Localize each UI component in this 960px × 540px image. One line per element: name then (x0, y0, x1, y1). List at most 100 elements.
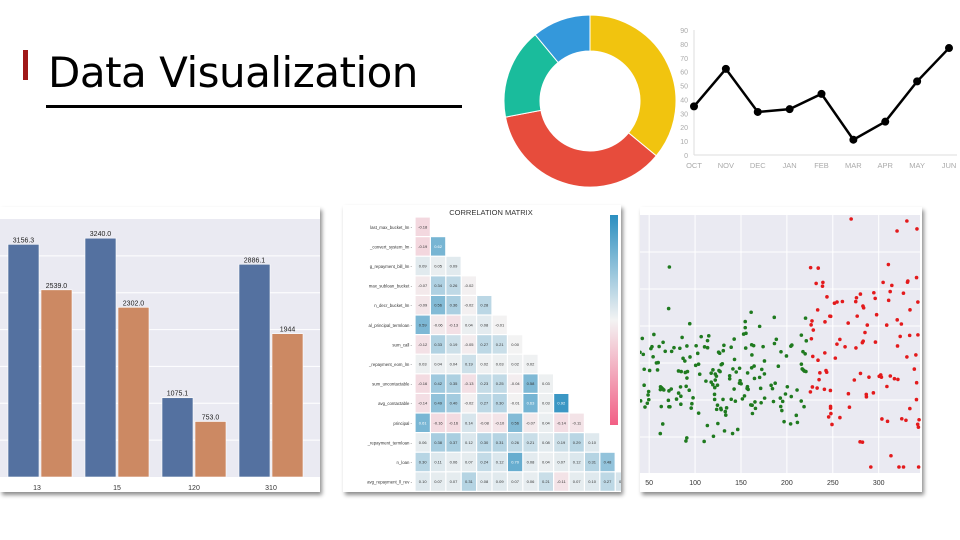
heatmap-row-label: max_subloan_bucket - (369, 284, 413, 289)
svg-text:-0.13: -0.13 (464, 381, 474, 386)
scatter-point (889, 453, 893, 458)
heatmap-cell (461, 354, 476, 374)
heatmap-cell (523, 413, 538, 432)
scatter-point (646, 397, 651, 402)
heatmap-cell (508, 335, 523, 354)
heatmap-cell (538, 374, 553, 393)
svg-text:0.08: 0.08 (480, 322, 489, 327)
x-tick-label: APR (878, 161, 894, 170)
scatter-point (721, 397, 725, 402)
scatter-point (642, 367, 647, 372)
x-tick-label: 15 (113, 485, 121, 492)
scatter-point (751, 343, 756, 348)
scatter-point (886, 262, 891, 267)
scatter-point (757, 375, 762, 380)
heatmap-cell (431, 413, 446, 432)
heatmap-row-label: _repayment_termloan - (367, 440, 413, 445)
svg-text:0.09: 0.09 (450, 264, 459, 269)
svg-text:0.10: 0.10 (588, 440, 597, 445)
scatter-point (752, 376, 757, 381)
scatter-point (762, 396, 767, 400)
scatter-point (825, 295, 829, 299)
x-tick-label: 120 (188, 485, 200, 492)
heatmap-cell (492, 335, 507, 354)
scatter-point (712, 385, 717, 390)
svg-text:0.04: 0.04 (465, 322, 474, 327)
svg-text:-0.09: -0.09 (418, 303, 428, 308)
heatmap-cell (446, 296, 461, 315)
x-tick-label: 150 (735, 480, 747, 487)
svg-text:-0.04: -0.04 (511, 381, 521, 386)
scatter-point (749, 365, 754, 370)
heatmap-cell (415, 296, 430, 315)
scatter-point (727, 373, 732, 378)
scatter-point (722, 343, 726, 348)
bar (238, 263, 271, 478)
line-point (817, 89, 826, 98)
svg-text:-0.18: -0.18 (418, 224, 428, 229)
line-point (785, 105, 794, 114)
scatter-point (880, 417, 884, 421)
scatter-point (674, 397, 679, 401)
scatter-point (658, 431, 663, 436)
scatter-point (709, 371, 713, 375)
svg-text:0.21: 0.21 (542, 479, 551, 484)
scatter-point (858, 371, 863, 376)
heatmap-cell (492, 315, 507, 334)
scatter-point (684, 384, 688, 389)
svg-text:0.63: 0.63 (527, 401, 536, 406)
heatmap-cell (554, 433, 569, 452)
scatter-point (824, 370, 829, 375)
scatter-point (780, 399, 785, 404)
y-tick-label: 40 (680, 97, 688, 104)
heatmap-row-label: sum_uncontactable - (372, 382, 412, 387)
heatmap-cell (461, 413, 476, 432)
heatmap-cell (538, 452, 553, 472)
scatter-point (716, 421, 720, 426)
scatter-point (659, 404, 664, 409)
svg-text:0.09: 0.09 (496, 479, 505, 484)
scatter-point (713, 372, 718, 376)
scatter-point (908, 308, 912, 312)
heatmap-cell (523, 472, 538, 491)
heatmap-row-label: g_repayment_bill_lm - (370, 264, 413, 269)
scatter-point (809, 336, 814, 341)
scatter-point (823, 320, 827, 324)
y-tick-label: 30 (680, 111, 688, 118)
scatter-point (802, 404, 806, 409)
bar (271, 333, 304, 478)
svg-text:-0.07: -0.07 (418, 283, 428, 288)
scatter-point (663, 349, 668, 354)
svg-text:0.06: 0.06 (450, 460, 459, 465)
svg-text:0.14: 0.14 (619, 479, 621, 484)
svg-text:0.12: 0.12 (573, 460, 582, 465)
svg-text:0.59: 0.59 (419, 322, 428, 327)
scatter-point (916, 333, 920, 337)
svg-text:0.07: 0.07 (465, 460, 474, 465)
svg-text:0.62: 0.62 (434, 244, 443, 249)
scatter-plot: 50 100 150 200 250 300 (638, 215, 921, 487)
scatter-point (914, 397, 919, 402)
scatter-point (758, 386, 763, 391)
scatter-point (743, 319, 748, 324)
colorbar (610, 215, 618, 425)
svg-text:0.21: 0.21 (496, 342, 505, 347)
scatter-point (693, 363, 698, 368)
scatter-point (742, 394, 747, 398)
heatmap-cell (415, 394, 430, 413)
scatter-point (914, 380, 919, 385)
scatter-point (741, 332, 746, 336)
bar (194, 421, 227, 478)
svg-text:0.19: 0.19 (465, 362, 474, 367)
svg-text:0.06: 0.06 (419, 440, 428, 445)
scatter-point (822, 387, 827, 392)
scatter-point (730, 431, 735, 436)
scatter-point (642, 383, 646, 387)
heatmap-cell (461, 315, 476, 334)
scatter-point (647, 368, 652, 373)
scatter-point (782, 419, 786, 424)
scatter-point (855, 314, 859, 318)
scatter-point (794, 413, 799, 418)
scatter-point (858, 292, 863, 296)
scatter-point (829, 411, 833, 416)
